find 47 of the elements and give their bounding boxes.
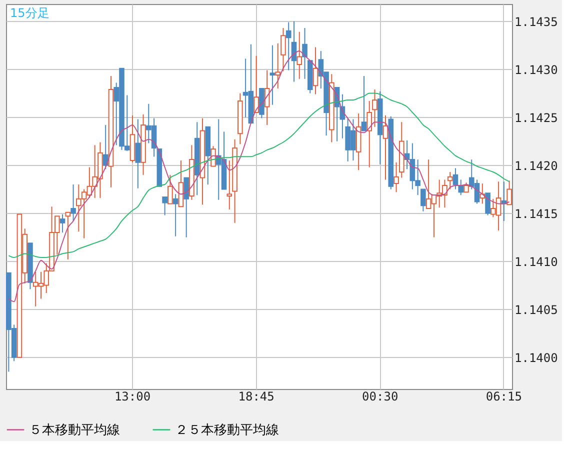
candlestick [270, 44, 276, 106]
candlestick [312, 46, 318, 95]
y-tick-label: 1.1430 [514, 62, 558, 77]
candlestick [382, 114, 388, 180]
candlestick [485, 192, 490, 216]
x-tick-label: 18:45 [238, 390, 274, 404]
candlestick [452, 168, 458, 190]
candlestick [254, 55, 259, 113]
candlestick [70, 184, 76, 222]
candlestick [184, 177, 189, 238]
candlestick [480, 183, 486, 204]
candlestick [60, 214, 66, 234]
candlestick [302, 28, 308, 80]
candlestick [280, 28, 286, 72]
x-tick-label: 06:15 [486, 390, 522, 404]
candlestick [296, 31, 302, 80]
candlestick [458, 179, 464, 196]
candlestick [168, 174, 173, 204]
y-tick-label: 1.1410 [514, 254, 558, 269]
candlestick [372, 88, 378, 128]
candlestick [464, 182, 469, 193]
y-tick-label: 1.1420 [514, 158, 558, 173]
candlestick [102, 124, 108, 170]
candlestick [275, 42, 280, 89]
candlestick [447, 172, 453, 190]
candlestick [286, 22, 292, 71]
y-tick-label: 1.1425 [514, 110, 558, 125]
candlestick [361, 76, 367, 132]
candlestick [420, 188, 426, 212]
y-tick-label: 1.1405 [514, 302, 558, 317]
candlestick [366, 100, 372, 168]
y-tick-label: 1.1400 [514, 350, 558, 365]
x-tick-label: 00:30 [362, 390, 398, 404]
candlestick [178, 160, 184, 208]
legend-label: ２５本移動平均線 [175, 422, 279, 438]
candlestick [394, 162, 399, 193]
candlestick [65, 212, 71, 260]
candlestick [210, 146, 216, 167]
candlestick [226, 160, 232, 210]
y-tick-label: 1.1415 [514, 206, 558, 221]
legend-label: ５本移動平均線 [29, 422, 120, 438]
candlestick [162, 196, 168, 216]
candlestick [172, 194, 178, 237]
y-tick-label: 1.1435 [514, 14, 558, 29]
chart-title: 15分足 [10, 6, 50, 20]
x-tick-label: 13:00 [114, 390, 151, 404]
candlestick [135, 118, 141, 189]
